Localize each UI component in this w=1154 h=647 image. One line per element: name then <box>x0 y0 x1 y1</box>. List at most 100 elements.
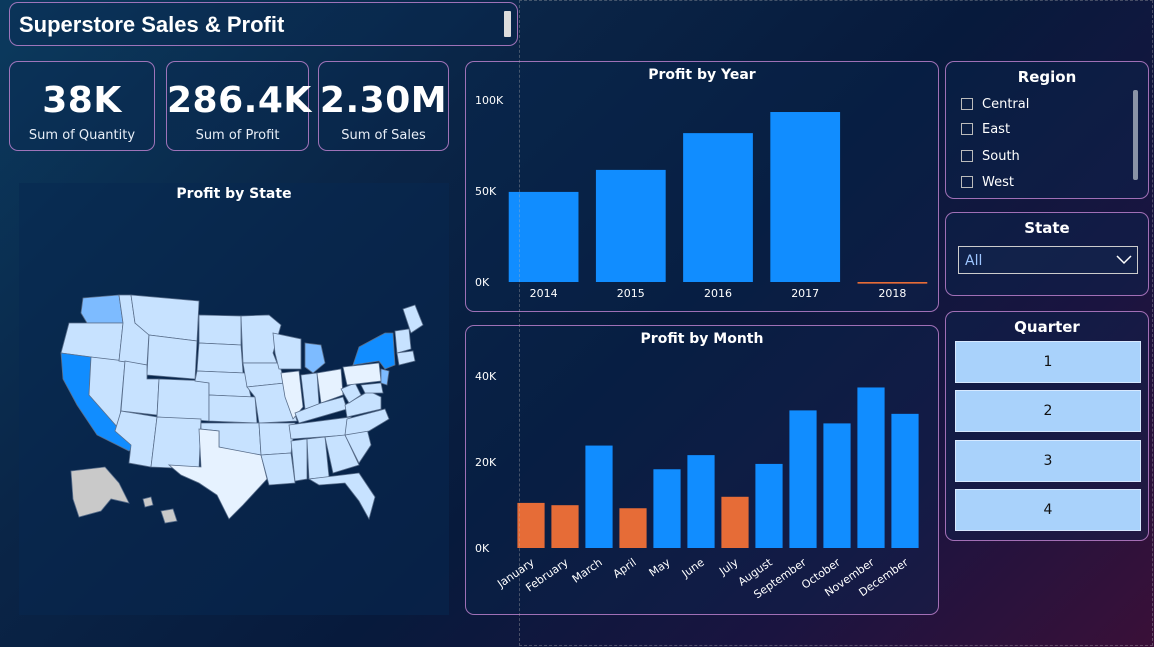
state-shape <box>324 434 360 474</box>
state-shape <box>208 394 258 424</box>
kpi-quantity-value: 38K <box>42 80 122 121</box>
state-shape <box>344 408 390 436</box>
bar[interactable] <box>789 410 817 548</box>
state-shape <box>294 396 348 424</box>
kpi-profit-label: Sum of Profit <box>195 128 280 143</box>
bar[interactable] <box>770 112 841 283</box>
y-tick-label: 100K <box>475 94 504 107</box>
kpi-profit-value: 286.4K <box>167 80 312 121</box>
year-chart-svg[interactable]: 0K 50K 100K 2014 2015 2016 2017 2018 <box>466 62 940 313</box>
map-title: Profit by State <box>176 186 292 202</box>
region-scrollbar[interactable] <box>1133 90 1138 180</box>
y-tick-label: 50K <box>475 185 497 198</box>
dashboard-title: Superstore Sales & Profit <box>19 12 285 37</box>
bar[interactable] <box>687 455 715 548</box>
region-option-central[interactable]: Central <box>961 94 1029 114</box>
bar[interactable] <box>585 445 613 548</box>
checkbox[interactable] <box>961 150 973 162</box>
state-shape <box>380 368 390 386</box>
bar[interactable] <box>595 169 666 282</box>
state-shape <box>396 350 416 366</box>
title-scroll-handle[interactable] <box>504 11 511 37</box>
x-tick-label: June <box>679 556 707 581</box>
checkbox[interactable] <box>961 176 973 188</box>
kpi-sales-label: Sum of Sales <box>341 128 426 143</box>
bar[interactable] <box>551 505 579 548</box>
state-shape <box>146 334 198 380</box>
state-slicer-title: State <box>1024 219 1070 237</box>
kpi-quantity-label: Sum of Quantity <box>28 128 136 143</box>
map-visual: Profit by State <box>19 183 449 615</box>
y-tick-label: 20K <box>475 456 497 469</box>
quarter-button-2[interactable]: 2 <box>955 390 1141 432</box>
x-tick-label: March <box>570 556 605 586</box>
state-dropdown[interactable]: All <box>958 246 1138 274</box>
us-state-map[interactable] <box>19 183 449 615</box>
state-shape <box>342 362 382 386</box>
title-bar: Superstore Sales & Profit <box>9 2 518 46</box>
state-shape <box>300 372 320 410</box>
x-tick-label: April <box>611 556 639 581</box>
x-tick-label: 2016 <box>704 287 732 300</box>
state-shape <box>402 304 424 334</box>
y-tick-label: 40K <box>475 370 497 383</box>
x-tick-label: May <box>647 556 673 580</box>
bar[interactable] <box>508 191 579 282</box>
quarter-button-4[interactable]: 4 <box>955 489 1141 531</box>
bar[interactable] <box>721 496 749 548</box>
bar[interactable] <box>755 463 783 548</box>
profit-by-month-visual: Profit by Month 0K 20K 40K January February M… <box>465 325 939 615</box>
checkbox[interactable] <box>961 123 973 135</box>
state-shape <box>352 332 396 370</box>
state-shape <box>167 428 268 520</box>
state-shape <box>290 438 308 482</box>
region-slicer: Region Central East South West <box>945 61 1149 199</box>
state-shape <box>156 378 210 422</box>
profit-by-year-visual: Profit by Year 0K 50K 100K 2014 2015 2016 2017… <box>465 61 939 312</box>
state-shape <box>160 508 178 524</box>
bar[interactable] <box>619 508 647 548</box>
x-tick-label: 2017 <box>791 287 819 300</box>
state-shape <box>260 452 296 486</box>
bar[interactable] <box>517 502 545 548</box>
kpi-card-sales: 2.30M Sum of Sales <box>318 61 449 151</box>
state-shape <box>304 342 326 374</box>
bar[interactable] <box>823 423 851 548</box>
kpi-sales-value: 2.30M <box>319 80 448 121</box>
chevron-down-icon[interactable] <box>1115 250 1133 268</box>
region-option-label: West <box>982 174 1014 190</box>
region-option-west[interactable]: West <box>961 172 1014 192</box>
region-option-south[interactable]: South <box>961 146 1020 166</box>
state-shape <box>307 472 376 521</box>
bar[interactable] <box>683 133 753 282</box>
state-shape <box>394 328 412 354</box>
state-shape <box>196 342 244 374</box>
x-tick-label: 2015 <box>617 287 645 300</box>
region-option-label: South <box>982 148 1020 164</box>
state-shape <box>150 416 202 470</box>
region-option-east[interactable]: East <box>961 119 1010 139</box>
state-shape <box>360 382 384 394</box>
bar[interactable] <box>857 387 885 548</box>
state-shape <box>80 294 124 324</box>
quarter-button-1[interactable]: 1 <box>955 341 1141 383</box>
quarter-slicer: Quarter 1 2 3 4 <box>945 311 1149 541</box>
bar[interactable] <box>653 469 681 548</box>
x-tick-label: 2018 <box>878 287 906 300</box>
bar[interactable] <box>857 282 928 284</box>
kpi-card-profit: 286.4K Sum of Profit <box>166 61 312 151</box>
y-tick-label: 0K <box>475 542 490 555</box>
state-shape <box>306 436 330 480</box>
state-dropdown-value: All <box>965 253 983 269</box>
quarter-slicer-title: Quarter <box>1014 318 1080 336</box>
checkbox[interactable] <box>961 98 973 110</box>
state-shape <box>272 332 302 370</box>
bar[interactable] <box>891 413 919 548</box>
region-option-label: Central <box>982 96 1030 112</box>
quarter-button-3[interactable]: 3 <box>955 440 1141 482</box>
kpi-card-quantity: 38K Sum of Quantity <box>9 61 155 151</box>
region-option-label: East <box>982 121 1011 137</box>
year-chart-title: Profit by Year <box>648 67 756 83</box>
state-shape <box>316 368 344 404</box>
